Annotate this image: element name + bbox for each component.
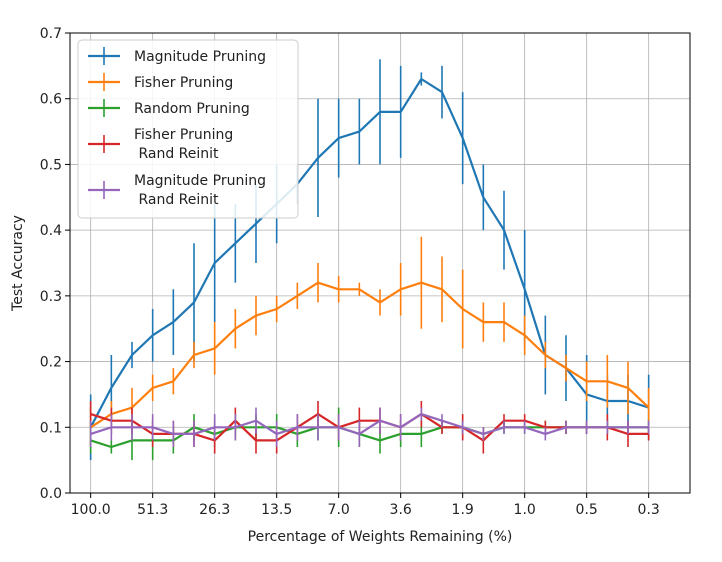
- legend-item: Magnitude Pruning: [88, 47, 266, 65]
- series-4: [89, 407, 650, 447]
- x-tick-label: 7.0: [328, 502, 350, 518]
- x-tick-label: 1.0: [514, 502, 536, 518]
- x-tick-label: 100.0: [71, 502, 111, 518]
- plot-series: [89, 59, 650, 461]
- y-axis-ticks: 0.0 0.1 0.2 0.3 0.4 0.5 0.6 0.7: [40, 26, 70, 502]
- legend-item: Random Pruning: [88, 99, 250, 117]
- legend-label: Fisher Pruning: [134, 75, 233, 91]
- y-tick-label: 0.3: [40, 289, 62, 305]
- series-1: [89, 236, 650, 447]
- series-line: [90, 281, 650, 429]
- y-tick-label: 0.5: [40, 157, 62, 173]
- x-tick-label: 51.3: [137, 502, 168, 518]
- y-tick-label: 0.0: [40, 486, 62, 502]
- legend-box: [77, 39, 299, 219]
- plot-frame: [69, 32, 691, 494]
- legend-item: Fisher Pruning Rand Reinit: [88, 127, 233, 162]
- legend-label: Magnitude Pruning Rand Reinit: [134, 173, 266, 208]
- x-axis-label: Percentage of Weights Remaining (%): [248, 529, 513, 545]
- legend-label: Magnitude Pruning: [134, 49, 266, 65]
- y-tick-label: 0.4: [40, 223, 62, 239]
- y-tick-label: 0.1: [40, 420, 62, 436]
- x-tick-label: 26.3: [199, 502, 230, 518]
- y-tick-label: 0.7: [40, 26, 62, 42]
- legend-item: Magnitude Pruning Rand Reinit: [88, 173, 266, 208]
- x-tick-label: 0.5: [576, 502, 598, 518]
- x-tick-label: 3.6: [390, 502, 412, 518]
- x-tick-label: 0.3: [638, 502, 660, 518]
- x-tick-label: 1.9: [452, 502, 474, 518]
- y-tick-label: 0.6: [40, 92, 62, 108]
- legend-item: Fisher Pruning: [88, 73, 233, 91]
- series-line: [90, 413, 649, 435]
- x-tick-label: 13.5: [261, 502, 292, 518]
- series-line: [90, 426, 649, 449]
- legend: Magnitude Pruning Fisher Pruning Random Pr…: [77, 39, 299, 219]
- legend-label: Fisher Pruning Rand Reinit: [134, 127, 233, 162]
- y-tick-label: 0.2: [40, 355, 62, 371]
- legend-label: Random Pruning: [134, 101, 250, 117]
- x-axis-ticks: 100.0 51.3 26.3 13.5 7.0 3.6 1.9 1.0 0.5 0.3: [71, 493, 660, 518]
- y-axis-label: Test Accuracy: [10, 215, 26, 312]
